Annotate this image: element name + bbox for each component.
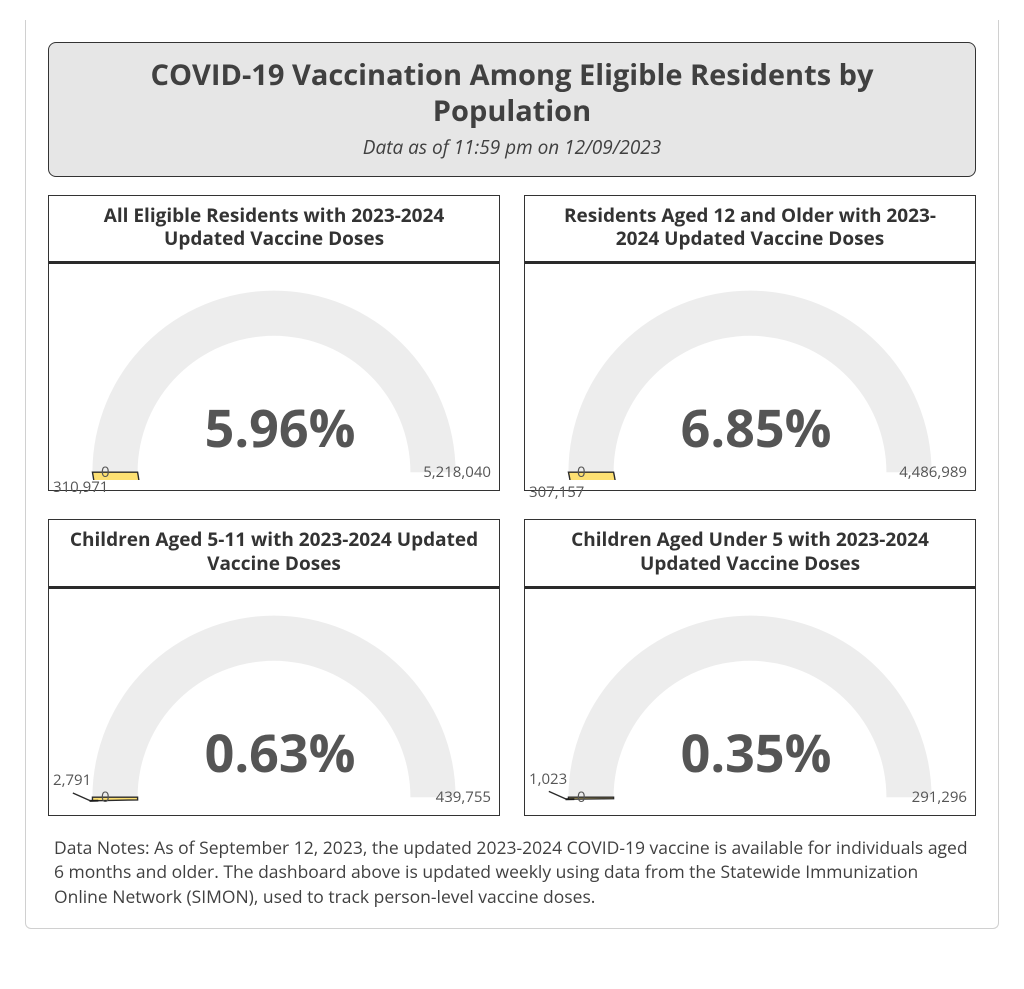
gauge-min: 0 [577,787,586,807]
gauge-card: Children Aged Under 5 with 2023-2024 Upd… [524,519,976,816]
data-notes: Data Notes: As of September 12, 2023, th… [48,836,976,911]
card-title: All Eligible Residents with 2023-2024 Up… [49,196,499,265]
card-title: Children Aged 5-11 with 2023-2024 Update… [49,520,499,589]
header-box: COVID-19 Vaccination Among Eligible Resi… [48,42,976,177]
page-subtitle: Data as of 11:59 pm on 12/09/2023 [69,134,955,160]
gauge-percent: 6.85% [681,392,832,463]
gauge-grid: All Eligible Residents with 2023-2024 Up… [48,195,976,816]
gauge-percent: 0.35% [681,717,832,788]
gauge-area: 0.63% 2,791 0 439,755 [49,589,499,815]
gauge-max: 291,296 [912,787,967,807]
dashboard-container: COVID-19 Vaccination Among Eligible Resi… [25,20,999,929]
gauge-card: Residents Aged 12 and Older with 2023-20… [524,195,976,492]
gauge-count: 1,023 [529,769,567,789]
gauge-area: 5.96%310,97105,218,040 [49,264,499,490]
gauge-area: 6.85%307,15704,486,989 [525,264,975,490]
gauge-max: 4,486,989 [899,462,967,482]
gauge-max: 5,218,040 [423,462,491,482]
gauge-area: 0.35% 1,023 0 291,296 [525,589,975,815]
page-title: COVID-19 Vaccination Among Eligible Resi… [69,57,955,130]
card-title: Children Aged Under 5 with 2023-2024 Upd… [525,520,975,589]
gauge-count: 307,157 [529,482,584,502]
card-title: Residents Aged 12 and Older with 2023-20… [525,196,975,265]
gauge-percent: 0.63% [205,717,356,788]
gauge-min: 0 [101,787,110,807]
gauge-percent: 5.96% [205,392,356,463]
gauge-min: 0 [101,462,110,482]
gauge-card: Children Aged 5-11 with 2023-2024 Update… [48,519,500,816]
gauge-card: All Eligible Residents with 2023-2024 Up… [48,195,500,492]
gauge-count: 2,791 [53,770,91,790]
gauge-min: 0 [577,462,586,482]
gauge-max: 439,755 [436,787,491,807]
